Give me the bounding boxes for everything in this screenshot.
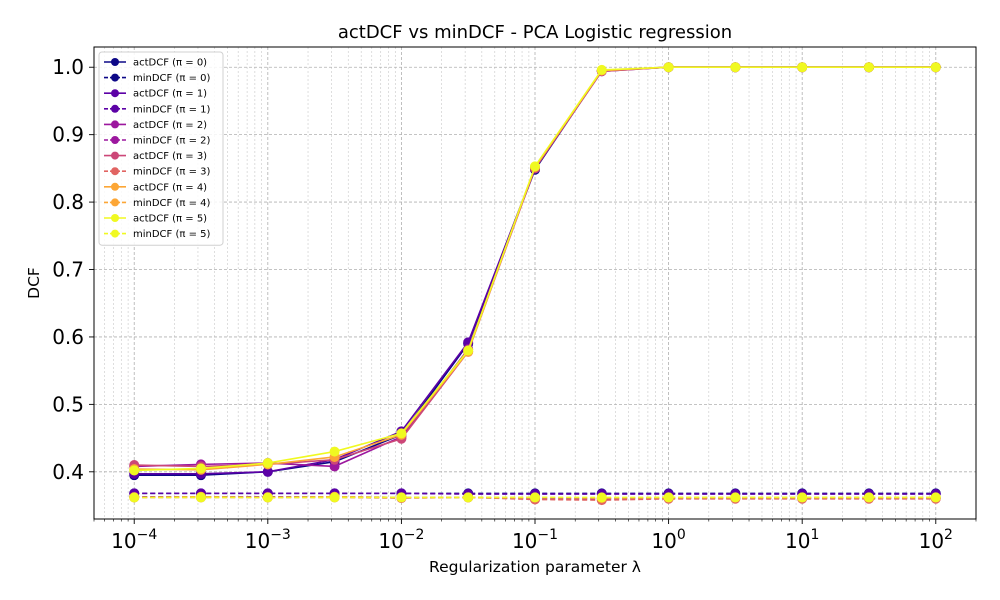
legend-item: actDCF (π = 5) [104, 214, 207, 225]
x-tick-label: 10−4 [111, 527, 157, 553]
x-tick-label: 10−3 [245, 527, 291, 553]
data-point [262, 458, 273, 469]
y-tick-label: 0.5 [52, 392, 84, 416]
legend-label: actDCF (π = 3) [133, 151, 207, 162]
legend-marker [111, 182, 119, 191]
data-point [129, 465, 140, 476]
legend-label: actDCF (π = 1) [133, 89, 207, 100]
data-point [463, 492, 474, 503]
legend-item: actDCF (π = 0) [104, 58, 207, 69]
chart-title: actDCF vs minDCF - PCA Logistic regressi… [338, 22, 732, 43]
data-point [530, 161, 540, 172]
legend-item: minDCF (π = 5) [104, 229, 210, 240]
data-point [663, 492, 674, 503]
legend-marker [111, 89, 119, 98]
legend-marker [111, 58, 119, 66]
data-point [797, 62, 808, 73]
legend-item: actDCF (π = 2) [104, 120, 207, 131]
legend-label: actDCF (π = 5) [133, 214, 207, 225]
legend-label: actDCF (π = 0) [133, 58, 207, 69]
x-tick-label: 10−2 [378, 527, 424, 553]
legend-label: minDCF (π = 1) [133, 104, 210, 115]
data-point [863, 62, 874, 73]
data-point [129, 492, 140, 503]
legend-label: actDCF (π = 2) [133, 120, 207, 131]
legend-marker [111, 229, 119, 238]
legend-marker [111, 167, 119, 176]
legend-label: minDCF (π = 3) [133, 167, 210, 178]
series-11 [129, 492, 941, 503]
legend-label: minDCF (π = 4) [133, 198, 210, 209]
y-tick-label: 0.6 [52, 325, 84, 349]
data-point [396, 428, 407, 439]
x-tick-label: 101 [785, 527, 819, 553]
data-point [863, 492, 874, 503]
series-layer [129, 62, 941, 506]
legend-marker [111, 120, 119, 129]
x-tick-label: 100 [651, 527, 685, 553]
legend-marker [111, 198, 119, 207]
legend-frame [98, 51, 224, 246]
x-tick-label: 10−1 [512, 527, 558, 553]
legend-label: minDCF (π = 2) [133, 136, 210, 147]
tick-layer: 10−4 10−3 10−2 10−1 100 101 102 0.4 0.5 0.6 0.7 0.8… [52, 55, 977, 553]
legend-item: minDCF (π = 0) [104, 73, 210, 84]
legend-item: minDCF (π = 4) [104, 198, 210, 209]
legend-item: actDCF (π = 4) [104, 182, 207, 193]
data-point [663, 62, 674, 73]
data-point [930, 492, 941, 503]
data-point [930, 62, 941, 73]
legend-item: minDCF (π = 1) [104, 104, 210, 115]
legend-marker [111, 214, 119, 222]
legend-marker [111, 136, 119, 144]
data-point [262, 466, 273, 477]
series-10 [129, 62, 941, 476]
data-point [463, 345, 474, 356]
data-point [596, 492, 607, 503]
legend-item: actDCF (π = 3) [104, 151, 207, 162]
y-tick-label: 0.4 [52, 460, 84, 484]
legend-item: minDCF (π = 2) [104, 136, 210, 147]
y-tick-label: 0.7 [52, 258, 84, 282]
data-point [530, 492, 540, 503]
x-tick-label: 102 [919, 527, 953, 553]
data-point [730, 62, 741, 73]
data-point [195, 463, 206, 474]
legend-label: actDCF (π = 4) [133, 182, 207, 193]
legend-marker [111, 104, 119, 113]
legend-label: minDCF (π = 5) [133, 229, 210, 240]
legend-label: minDCF (π = 0) [133, 73, 210, 84]
data-point [329, 446, 340, 457]
x-axis-label: Regularization parameter λ [429, 558, 641, 576]
legend-marker [111, 151, 119, 160]
data-point [329, 492, 340, 503]
y-tick-label: 0.8 [52, 190, 84, 214]
data-point [195, 492, 206, 503]
y-axis-label: DCF [25, 267, 43, 299]
data-point [596, 64, 607, 75]
legend-item: actDCF (π = 1) [104, 89, 207, 100]
legend-item: minDCF (π = 3) [104, 167, 210, 178]
legend: actDCF (π = 0) minDCF (π = 0) actDCF (π = … [98, 51, 224, 246]
data-point [797, 492, 808, 503]
y-tick-label: 1.0 [52, 55, 84, 79]
legend-marker [111, 73, 119, 82]
data-point [730, 492, 741, 503]
data-point [396, 492, 407, 503]
y-tick-label: 0.9 [52, 123, 84, 147]
data-point [262, 492, 273, 503]
